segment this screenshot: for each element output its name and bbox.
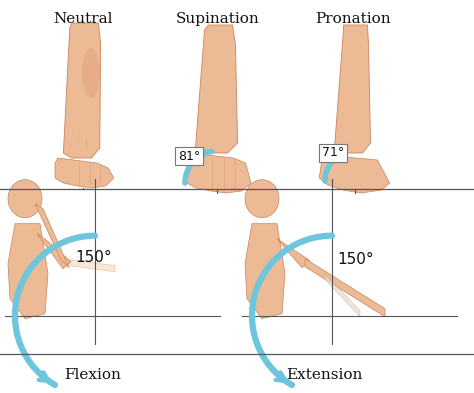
- Ellipse shape: [8, 180, 42, 218]
- Polygon shape: [259, 206, 269, 216]
- Polygon shape: [22, 206, 32, 216]
- Polygon shape: [277, 239, 310, 268]
- Text: 71°: 71°: [322, 147, 344, 160]
- Text: Pronation: Pronation: [315, 12, 391, 26]
- Polygon shape: [37, 234, 71, 269]
- Polygon shape: [335, 25, 371, 153]
- Polygon shape: [35, 204, 69, 268]
- Ellipse shape: [245, 180, 279, 218]
- Polygon shape: [55, 158, 114, 188]
- Polygon shape: [186, 153, 251, 193]
- Polygon shape: [245, 224, 285, 319]
- Polygon shape: [305, 259, 385, 317]
- Text: Extension: Extension: [286, 368, 363, 382]
- Polygon shape: [8, 224, 48, 319]
- Polygon shape: [319, 155, 390, 193]
- Polygon shape: [325, 274, 360, 317]
- Polygon shape: [195, 25, 237, 153]
- Text: Flexion: Flexion: [64, 368, 121, 382]
- Text: Supination: Supination: [176, 12, 260, 26]
- Text: Neutral: Neutral: [53, 12, 113, 26]
- Polygon shape: [64, 23, 100, 158]
- Text: 150°: 150°: [75, 250, 111, 265]
- Polygon shape: [63, 259, 115, 272]
- Text: 81°: 81°: [178, 149, 200, 162]
- Ellipse shape: [82, 48, 100, 98]
- Text: 150°: 150°: [337, 252, 374, 267]
